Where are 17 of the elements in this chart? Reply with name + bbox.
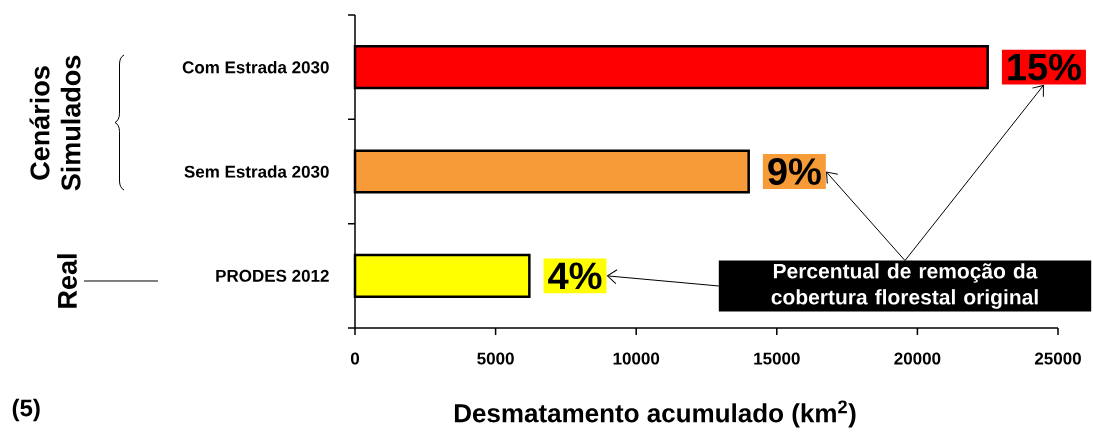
annotation: 9% [768, 158, 821, 185]
x-tick-label: 25000 [1034, 352, 1081, 365]
annotation: 4% [548, 262, 602, 290]
text: Real [57, 254, 77, 308]
x-tick-label: 0 [350, 352, 360, 365]
x-axis-title: Desmatamento acumulado (km$^{2}$) [454, 400, 856, 428]
x-tick-label: 5000 [477, 352, 514, 365]
annotation: 15% [1008, 53, 1081, 81]
text: (5) [12, 398, 40, 422]
x-tick-label: 20000 [894, 352, 941, 365]
text: Cenários Simulados [29, 55, 81, 191]
x-tick-label: 15000 [754, 352, 800, 365]
y-tick-label: PRODES 2012 [216, 269, 329, 282]
annotation: Percentual de remoção da cobertura florestal original [771, 263, 1038, 309]
x-tick-label: 10000 [613, 352, 660, 365]
y-tick-label: Com Estrada 2030 [182, 60, 329, 74]
y-tick-label: Sem Estrada 2030 [184, 165, 329, 178]
